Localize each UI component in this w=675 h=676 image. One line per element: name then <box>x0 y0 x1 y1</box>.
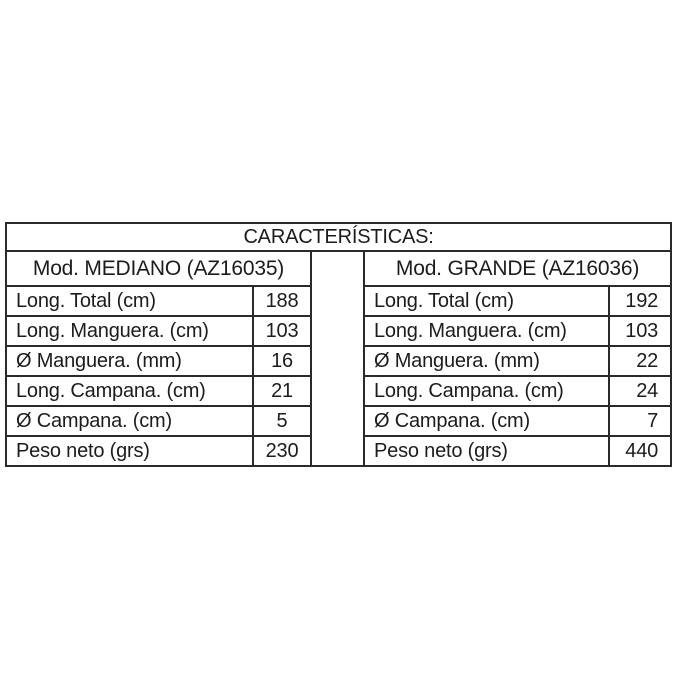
grande-long-manguera-value: 103 <box>607 315 673 347</box>
mediano-long-manguera-value: 103 <box>252 315 312 347</box>
grande-peso-neto-value: 440 <box>607 435 673 467</box>
grande-diam-manguera-value: 22 <box>607 345 673 377</box>
grande-diam-manguera-label: Ø Manguera. (mm) <box>363 345 610 377</box>
mediano-long-total-label: Long. Total (cm) <box>5 285 254 317</box>
grande-long-campana-label: Long. Campana. (cm) <box>363 375 610 407</box>
table-title: CARACTERÍSTICAS: <box>4 222 673 252</box>
table-row: Long. Manguera. (cm) 103 Long. Manguera.… <box>5 315 673 347</box>
model-header-row: Mod. MEDIANO (AZ16035) Mod. GRANDE (AZ16… <box>5 250 673 467</box>
characteristics-table: CARACTERÍSTICAS: Mod. MEDIANO (AZ16035) … <box>4 222 673 467</box>
table-row: Peso neto (grs) 230 Peso neto (grs) 440 <box>5 435 673 467</box>
mediano-diam-manguera-label: Ø Manguera. (mm) <box>5 345 254 377</box>
grande-long-campana-value: 24 <box>607 375 673 407</box>
table-row: Ø Campana. (cm) 5 Ø Campana. (cm) 7 <box>5 405 673 437</box>
grande-long-manguera-label: Long. Manguera. (cm) <box>363 315 610 347</box>
table-row: Long. Total (cm) 188 Long. Total (cm) 19… <box>5 285 673 317</box>
mediano-diam-campana-label: Ø Campana. (cm) <box>5 405 254 437</box>
table-row: Ø Manguera. (mm) 16 Ø Manguera. (mm) 22 <box>5 345 673 377</box>
mediano-long-campana-label: Long. Campana. (cm) <box>5 375 254 407</box>
grande-peso-neto-label: Peso neto (grs) <box>363 435 610 467</box>
mediano-long-total-value: 188 <box>252 285 312 317</box>
mediano-long-manguera-label: Long. Manguera. (cm) <box>5 315 254 347</box>
mediano-diam-manguera-value: 16 <box>252 345 312 377</box>
grande-diam-campana-value: 7 <box>607 405 673 437</box>
grande-long-total-label: Long. Total (cm) <box>363 285 610 317</box>
grande-diam-campana-label: Ø Campana. (cm) <box>363 405 610 437</box>
grande-long-total-value: 192 <box>607 285 673 317</box>
mediano-diam-campana-value: 5 <box>252 405 312 437</box>
mediano-peso-neto-value: 230 <box>252 435 312 467</box>
model-grande-header: Mod. GRANDE (AZ16036) <box>362 250 673 287</box>
model-mediano-header: Mod. MEDIANO (AZ16035) <box>5 250 312 287</box>
title-row: CARACTERÍSTICAS: <box>4 222 673 252</box>
table-row: Long. Campana. (cm) 21 Long. Campana. (c… <box>5 375 673 407</box>
mediano-peso-neto-label: Peso neto (grs) <box>5 435 254 467</box>
mediano-long-campana-value: 21 <box>252 375 312 407</box>
spacer-column <box>310 250 365 467</box>
